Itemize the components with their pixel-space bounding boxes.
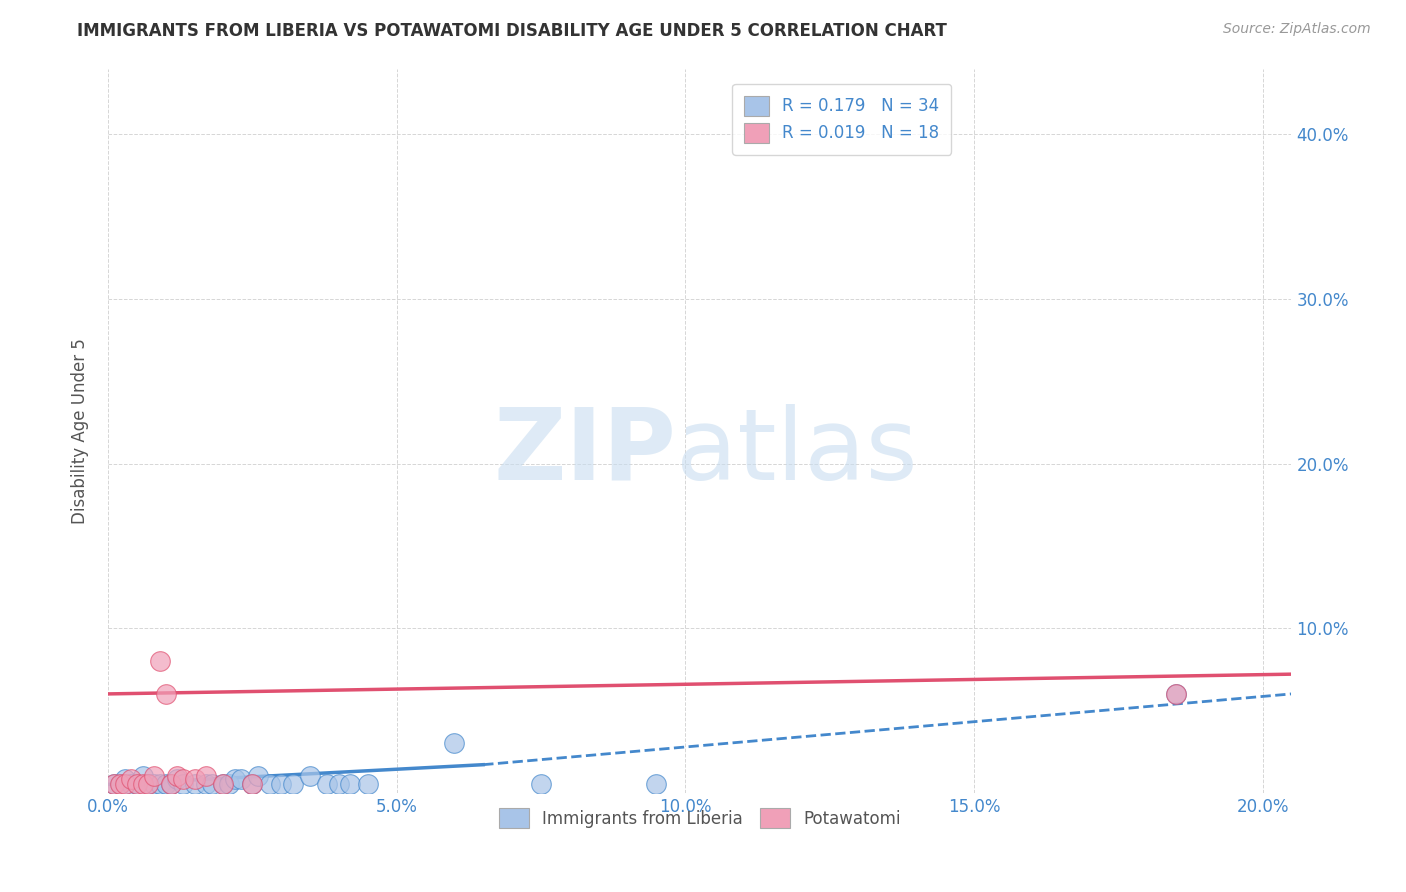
Point [183, 772, 205, 787]
Point [270, 777, 292, 791]
Point [1164, 687, 1187, 701]
Point [166, 772, 188, 787]
Legend: Immigrants from Liberia, Potawatomi: Immigrants from Liberia, Potawatomi [492, 801, 907, 835]
Point [212, 777, 235, 791]
Point [339, 777, 361, 791]
Point [138, 777, 160, 791]
Point [218, 777, 240, 791]
Point [240, 777, 263, 791]
Text: ZIP: ZIP [494, 404, 676, 500]
Point [530, 777, 553, 791]
Point [131, 769, 153, 783]
Point [172, 777, 194, 791]
Point [259, 777, 281, 791]
Point [120, 777, 142, 791]
Point [240, 777, 263, 791]
Point [160, 777, 183, 791]
Point [166, 769, 188, 783]
Point [103, 777, 125, 791]
Point [229, 772, 252, 787]
Point [155, 777, 177, 791]
Point [328, 777, 350, 791]
Point [183, 777, 205, 791]
Point [143, 769, 166, 783]
Point [120, 772, 142, 787]
Text: atlas: atlas [676, 404, 918, 500]
Point [143, 777, 166, 791]
Point [138, 777, 160, 791]
Point [212, 777, 235, 791]
Point [108, 777, 131, 791]
Point [103, 777, 125, 791]
Point [357, 777, 380, 791]
Point [645, 777, 668, 791]
Point [149, 777, 172, 791]
Point [149, 654, 172, 668]
Text: Source: ZipAtlas.com: Source: ZipAtlas.com [1223, 22, 1371, 37]
Point [299, 769, 322, 783]
Point [195, 777, 218, 791]
Point [155, 687, 177, 701]
Point [125, 777, 148, 791]
Point [131, 777, 153, 791]
Text: IMMIGRANTS FROM LIBERIA VS POTAWATOMI DISABILITY AGE UNDER 5 CORRELATION CHART: IMMIGRANTS FROM LIBERIA VS POTAWATOMI DI… [77, 22, 948, 40]
Point [160, 777, 183, 791]
Point [108, 777, 131, 791]
Point [201, 777, 224, 791]
Point [281, 777, 304, 791]
Point [224, 772, 246, 787]
Point [247, 769, 270, 783]
Point [114, 772, 136, 787]
Point [172, 772, 194, 787]
Point [316, 777, 339, 791]
Point [443, 736, 465, 750]
Point [114, 777, 136, 791]
Y-axis label: Disability Age Under 5: Disability Age Under 5 [72, 338, 89, 524]
Point [125, 777, 148, 791]
Point [1164, 687, 1187, 701]
Point [195, 769, 218, 783]
